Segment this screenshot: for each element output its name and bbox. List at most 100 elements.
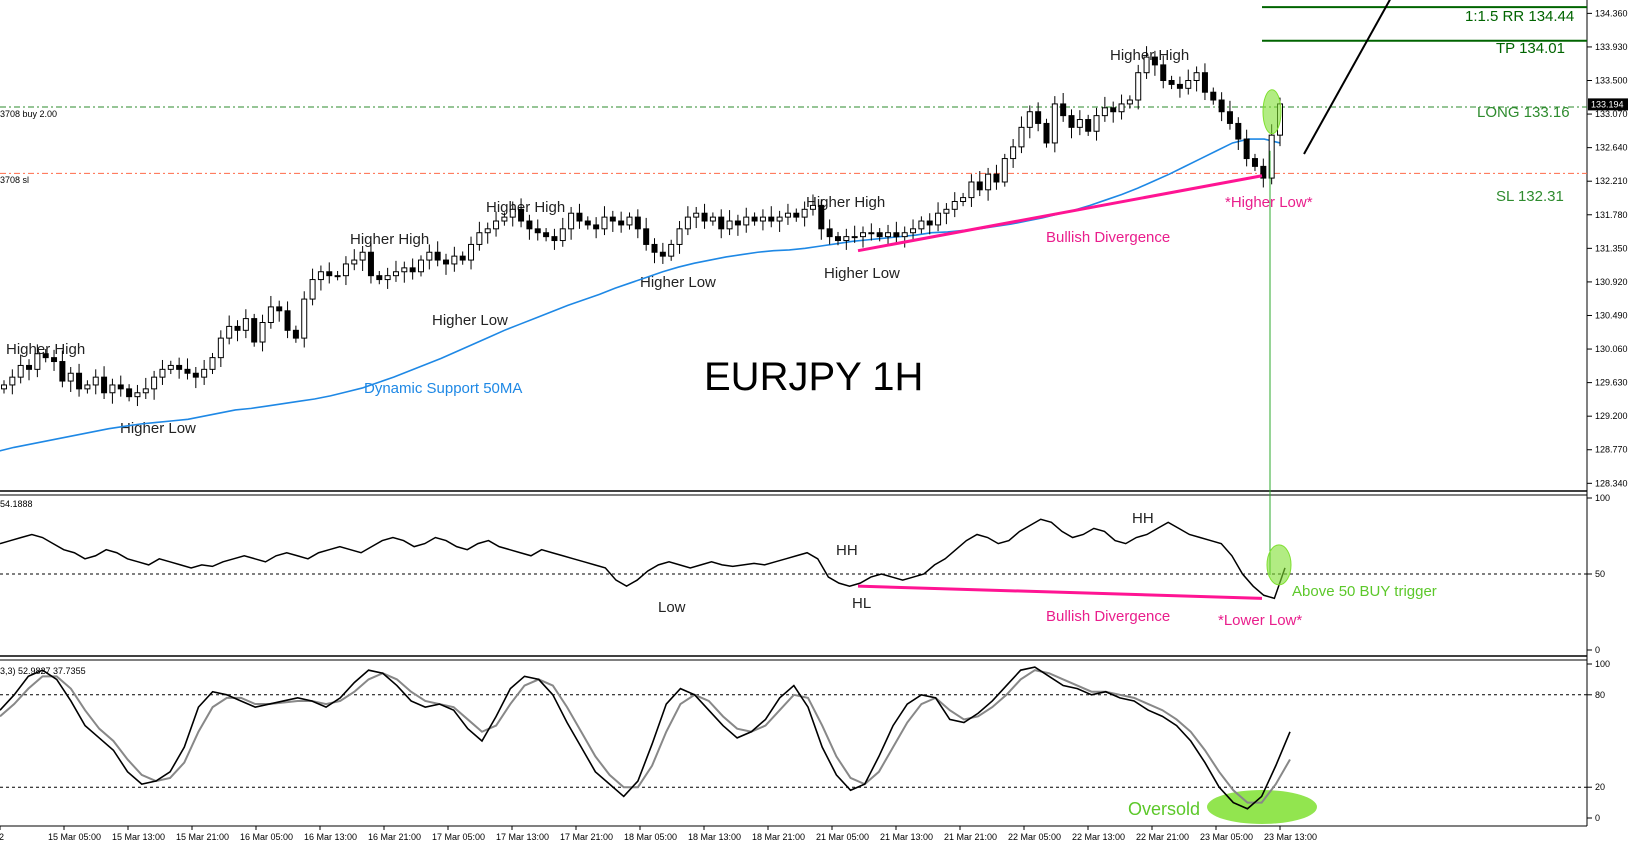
- candle-body: [342, 263, 349, 277]
- candle-body: [618, 220, 625, 226]
- candle-body: [126, 388, 133, 398]
- candle-body: [559, 228, 566, 242]
- candle-body: [59, 361, 66, 382]
- candle-body: [117, 384, 124, 390]
- candle-body: [843, 236, 850, 242]
- candle-body: [518, 208, 525, 222]
- candle-body: [1, 384, 7, 390]
- candle-body: [1001, 158, 1008, 183]
- rsi-line: [0, 518, 1286, 600]
- candle-body: [392, 271, 399, 277]
- candle-body: [1243, 138, 1250, 160]
- level-label-rr: 1:1.5 RR 134.44: [1465, 8, 1574, 25]
- x-tick-label: 21 Mar 13:00: [880, 832, 933, 842]
- candle-body: [993, 173, 1000, 183]
- candle-body: [759, 216, 766, 222]
- x-tick-label: 16 Mar 05:00: [240, 832, 293, 842]
- candle-body: [401, 267, 408, 273]
- candle-body: [726, 220, 733, 230]
- rsi-trigger-highlight: [1266, 544, 1292, 586]
- candle-body: [1176, 83, 1183, 89]
- candle-body: [734, 220, 741, 226]
- x-tick-label: 22 Mar 13:00: [1072, 832, 1125, 842]
- candle-body: [1010, 146, 1017, 160]
- rsi-tick-label: 50: [1595, 569, 1605, 579]
- price-tag-box: [1588, 98, 1628, 111]
- candle-body: [1026, 111, 1033, 128]
- stoch-tick-label: 20: [1595, 782, 1605, 792]
- x-tick-label: 16 Mar 21:00: [368, 832, 421, 842]
- candle-body: [417, 259, 424, 273]
- candle-body: [351, 259, 358, 265]
- price-tick-label: 129.630: [1595, 378, 1628, 388]
- x-tick-label: 23 Mar 05:00: [1200, 832, 1253, 842]
- chart-title: EURJPY 1H: [704, 355, 923, 399]
- candle-body: [443, 259, 450, 265]
- rsi-divergence-line: [857, 584, 1263, 600]
- candle-body: [701, 212, 708, 222]
- candle-body: [768, 216, 775, 222]
- candle-body: [334, 275, 341, 278]
- candle-body: [234, 325, 241, 331]
- candle-body: [926, 220, 933, 226]
- candle-body: [267, 306, 274, 324]
- x-tick-label: 16 Mar 13:00: [304, 832, 357, 842]
- stoch-signal-line: [0, 669, 1291, 804]
- order-label-sl: 3708 sl: [0, 175, 29, 185]
- ann-rsi-hh-1: HH: [836, 542, 858, 559]
- candle-body: [134, 392, 141, 398]
- candle-body: [1018, 126, 1025, 148]
- candle-body: [309, 279, 316, 300]
- candle-body: [509, 208, 516, 218]
- candle-body: [151, 376, 158, 390]
- candle-body: [1043, 122, 1050, 144]
- ann-higher-high-4: Higher High: [806, 194, 885, 211]
- ann-higher-low-4: Higher Low: [824, 265, 900, 282]
- x-tick-label: 15 Mar 05:00: [48, 832, 101, 842]
- candle-body: [1068, 115, 1075, 128]
- candle-body: [493, 220, 500, 230]
- candle-body: [659, 251, 666, 257]
- candle-body: [1160, 64, 1167, 82]
- ann-higher-high-5: Higher High: [1110, 47, 1189, 64]
- x-tick-label: 22 Mar 21:00: [1136, 832, 1189, 842]
- candle-body: [434, 251, 441, 261]
- candle-body: [876, 232, 883, 238]
- candle-body: [184, 368, 191, 374]
- candle-body: [951, 201, 958, 210]
- candle-body: [793, 212, 800, 218]
- candle-body: [1101, 107, 1108, 117]
- candle-body: [1201, 72, 1208, 93]
- rsi-tick-label: 100: [1595, 493, 1610, 503]
- ann-star-higher-low: *Higher Low*: [1225, 194, 1313, 211]
- ann-bullish-divergence-rsi: Bullish Divergence: [1046, 608, 1170, 625]
- candle-body: [42, 353, 49, 359]
- candle-body: [985, 173, 992, 191]
- candle-body: [601, 216, 608, 230]
- candle-body: [834, 236, 841, 242]
- candle-body: [910, 228, 917, 234]
- candle-body: [226, 325, 233, 339]
- price-tick-label: 133.500: [1595, 76, 1628, 86]
- candle-body: [409, 267, 416, 273]
- candle-body: [935, 212, 942, 226]
- price-tick-label: 130.490: [1595, 310, 1628, 320]
- candle-body: [9, 376, 16, 386]
- price-tick-label: 134.360: [1595, 8, 1628, 18]
- ann-dynamic-support: Dynamic Support 50MA: [364, 380, 522, 397]
- ann-above-50-trigger: Above 50 BUY trigger: [1292, 583, 1437, 600]
- x-tick-label: 17 Mar 05:00: [432, 832, 485, 842]
- candle-body: [893, 232, 900, 238]
- stoch-tick-label: 0: [1595, 813, 1600, 823]
- candle-body: [868, 232, 875, 235]
- candle-body: [1185, 80, 1192, 89]
- order-label-buy: 3708 buy 2.00: [0, 109, 57, 119]
- x-tick-label: 18 Mar 13:00: [688, 832, 741, 842]
- candle-body: [317, 271, 324, 281]
- candle-body: [34, 353, 41, 370]
- candle-body: [1035, 111, 1042, 124]
- price-tag-value: 133.194: [1591, 99, 1624, 109]
- candle-body: [1051, 103, 1058, 144]
- candle-body: [76, 372, 83, 390]
